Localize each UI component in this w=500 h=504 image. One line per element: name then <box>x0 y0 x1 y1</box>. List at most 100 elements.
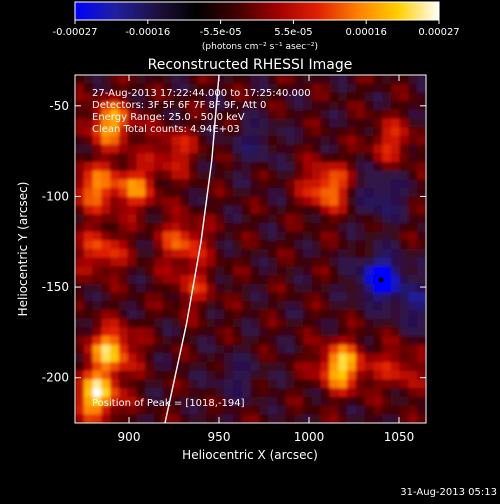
heatmap-cell <box>224 249 234 259</box>
heatmap-cell <box>83 275 94 285</box>
heatmap-cell <box>250 344 260 354</box>
heatmap-cell <box>136 344 146 354</box>
heatmap-cell <box>417 153 426 163</box>
heatmap-cell <box>127 353 138 363</box>
heatmap-cell <box>259 344 269 354</box>
heatmap-cell <box>215 388 225 398</box>
heatmap-cell <box>197 327 208 337</box>
heatmap-cell <box>83 388 94 398</box>
heatmap-cell <box>355 301 366 311</box>
heatmap-cell <box>101 101 111 111</box>
heatmap-cell <box>162 292 173 302</box>
heatmap-cell <box>162 336 173 346</box>
heatmap-cell <box>232 170 243 180</box>
heatmap-cell <box>399 188 410 198</box>
heatmap-cell <box>417 266 426 276</box>
heatmap-cell <box>320 196 331 207</box>
heatmap-cell <box>224 222 234 233</box>
heatmap-cell <box>162 266 173 276</box>
annotation-detectors: Detectors: 3F 5F 6F 7F 8F 9F, Att 0 <box>92 100 266 111</box>
heatmap-cell <box>285 283 295 294</box>
heatmap-cell <box>241 231 252 241</box>
heatmap-cell <box>75 75 85 85</box>
heatmap-cell <box>101 362 111 372</box>
heatmap-cell <box>215 75 225 85</box>
heatmap-cell <box>382 170 392 180</box>
heatmap-cell <box>241 344 252 354</box>
heatmap-cell <box>206 266 216 276</box>
heatmap-cell <box>417 362 426 372</box>
heatmap-cell <box>180 170 190 180</box>
heatmap-cell <box>101 162 111 172</box>
heatmap-cell <box>250 109 260 120</box>
heatmap-cell <box>189 231 199 241</box>
heatmap-cell <box>189 257 199 267</box>
heatmap-cell <box>232 205 243 215</box>
heatmap-cell <box>136 292 146 302</box>
heatmap-cell <box>162 196 173 207</box>
heatmap-cell <box>224 292 234 302</box>
heatmap-cell <box>241 353 252 363</box>
heatmap-cell <box>373 353 383 363</box>
heatmap-cell <box>399 275 410 285</box>
heatmap-cell <box>320 162 331 172</box>
heatmap-cell <box>153 222 164 233</box>
heatmap-cell <box>399 301 410 311</box>
heatmap-cell <box>390 414 401 423</box>
heatmap-cell <box>83 196 94 207</box>
heatmap-cell <box>145 240 155 250</box>
heatmap-cell <box>408 231 418 241</box>
heatmap-cell <box>390 135 401 146</box>
heatmap-cell <box>382 353 392 363</box>
heatmap-cell <box>127 205 138 215</box>
heatmap-cell <box>162 344 173 354</box>
heatmap-cell <box>110 179 120 189</box>
heatmap-cell <box>320 344 331 354</box>
heatmap-cell <box>145 162 155 172</box>
heatmap-cell <box>276 336 287 346</box>
heatmap-cell <box>417 301 426 311</box>
heatmap-cell <box>145 92 155 102</box>
heatmap-cell <box>75 275 85 285</box>
heatmap-cell <box>303 144 313 154</box>
heatmap-cell <box>399 240 410 250</box>
heatmap-cell <box>373 396 383 407</box>
heatmap-cell <box>171 309 181 320</box>
heatmap-cell <box>259 101 269 111</box>
heatmap-cell <box>390 327 401 337</box>
heatmap-cell <box>118 292 129 302</box>
heatmap-cell <box>268 301 278 311</box>
heatmap-cell <box>294 257 304 267</box>
heatmap-cell <box>153 127 164 137</box>
heatmap-cell <box>127 396 138 407</box>
heatmap-cell <box>338 249 348 259</box>
colorbar <box>75 2 439 20</box>
heatmap-cell <box>259 222 269 233</box>
heatmap-cell <box>303 75 313 85</box>
heatmap-cell <box>285 336 295 346</box>
heatmap-cell <box>153 353 164 363</box>
heatmap-cell <box>118 101 129 111</box>
heatmap-cell <box>162 205 173 215</box>
heatmap-cell <box>329 144 339 154</box>
heatmap-cell <box>101 405 111 415</box>
heatmap-cell <box>224 379 234 389</box>
heatmap-cell <box>276 318 287 328</box>
heatmap-cell <box>110 414 120 423</box>
heatmap-cell <box>347 118 357 128</box>
heatmap-cell <box>241 144 252 154</box>
heatmap-cell <box>347 327 357 337</box>
heatmap-cell <box>127 162 138 172</box>
heatmap-cell <box>311 118 322 128</box>
heatmap-cell <box>92 388 102 398</box>
heatmap-cell <box>75 414 85 423</box>
heatmap-cell <box>83 188 94 198</box>
heatmap-cell <box>118 388 129 398</box>
heatmap-cell <box>285 162 295 172</box>
heatmap-cell <box>355 75 366 85</box>
heatmap-cell <box>250 101 260 111</box>
heatmap-cell <box>153 231 164 241</box>
heatmap-cell <box>294 283 304 294</box>
heatmap-cell <box>189 336 199 346</box>
heatmap-cell <box>110 92 120 102</box>
